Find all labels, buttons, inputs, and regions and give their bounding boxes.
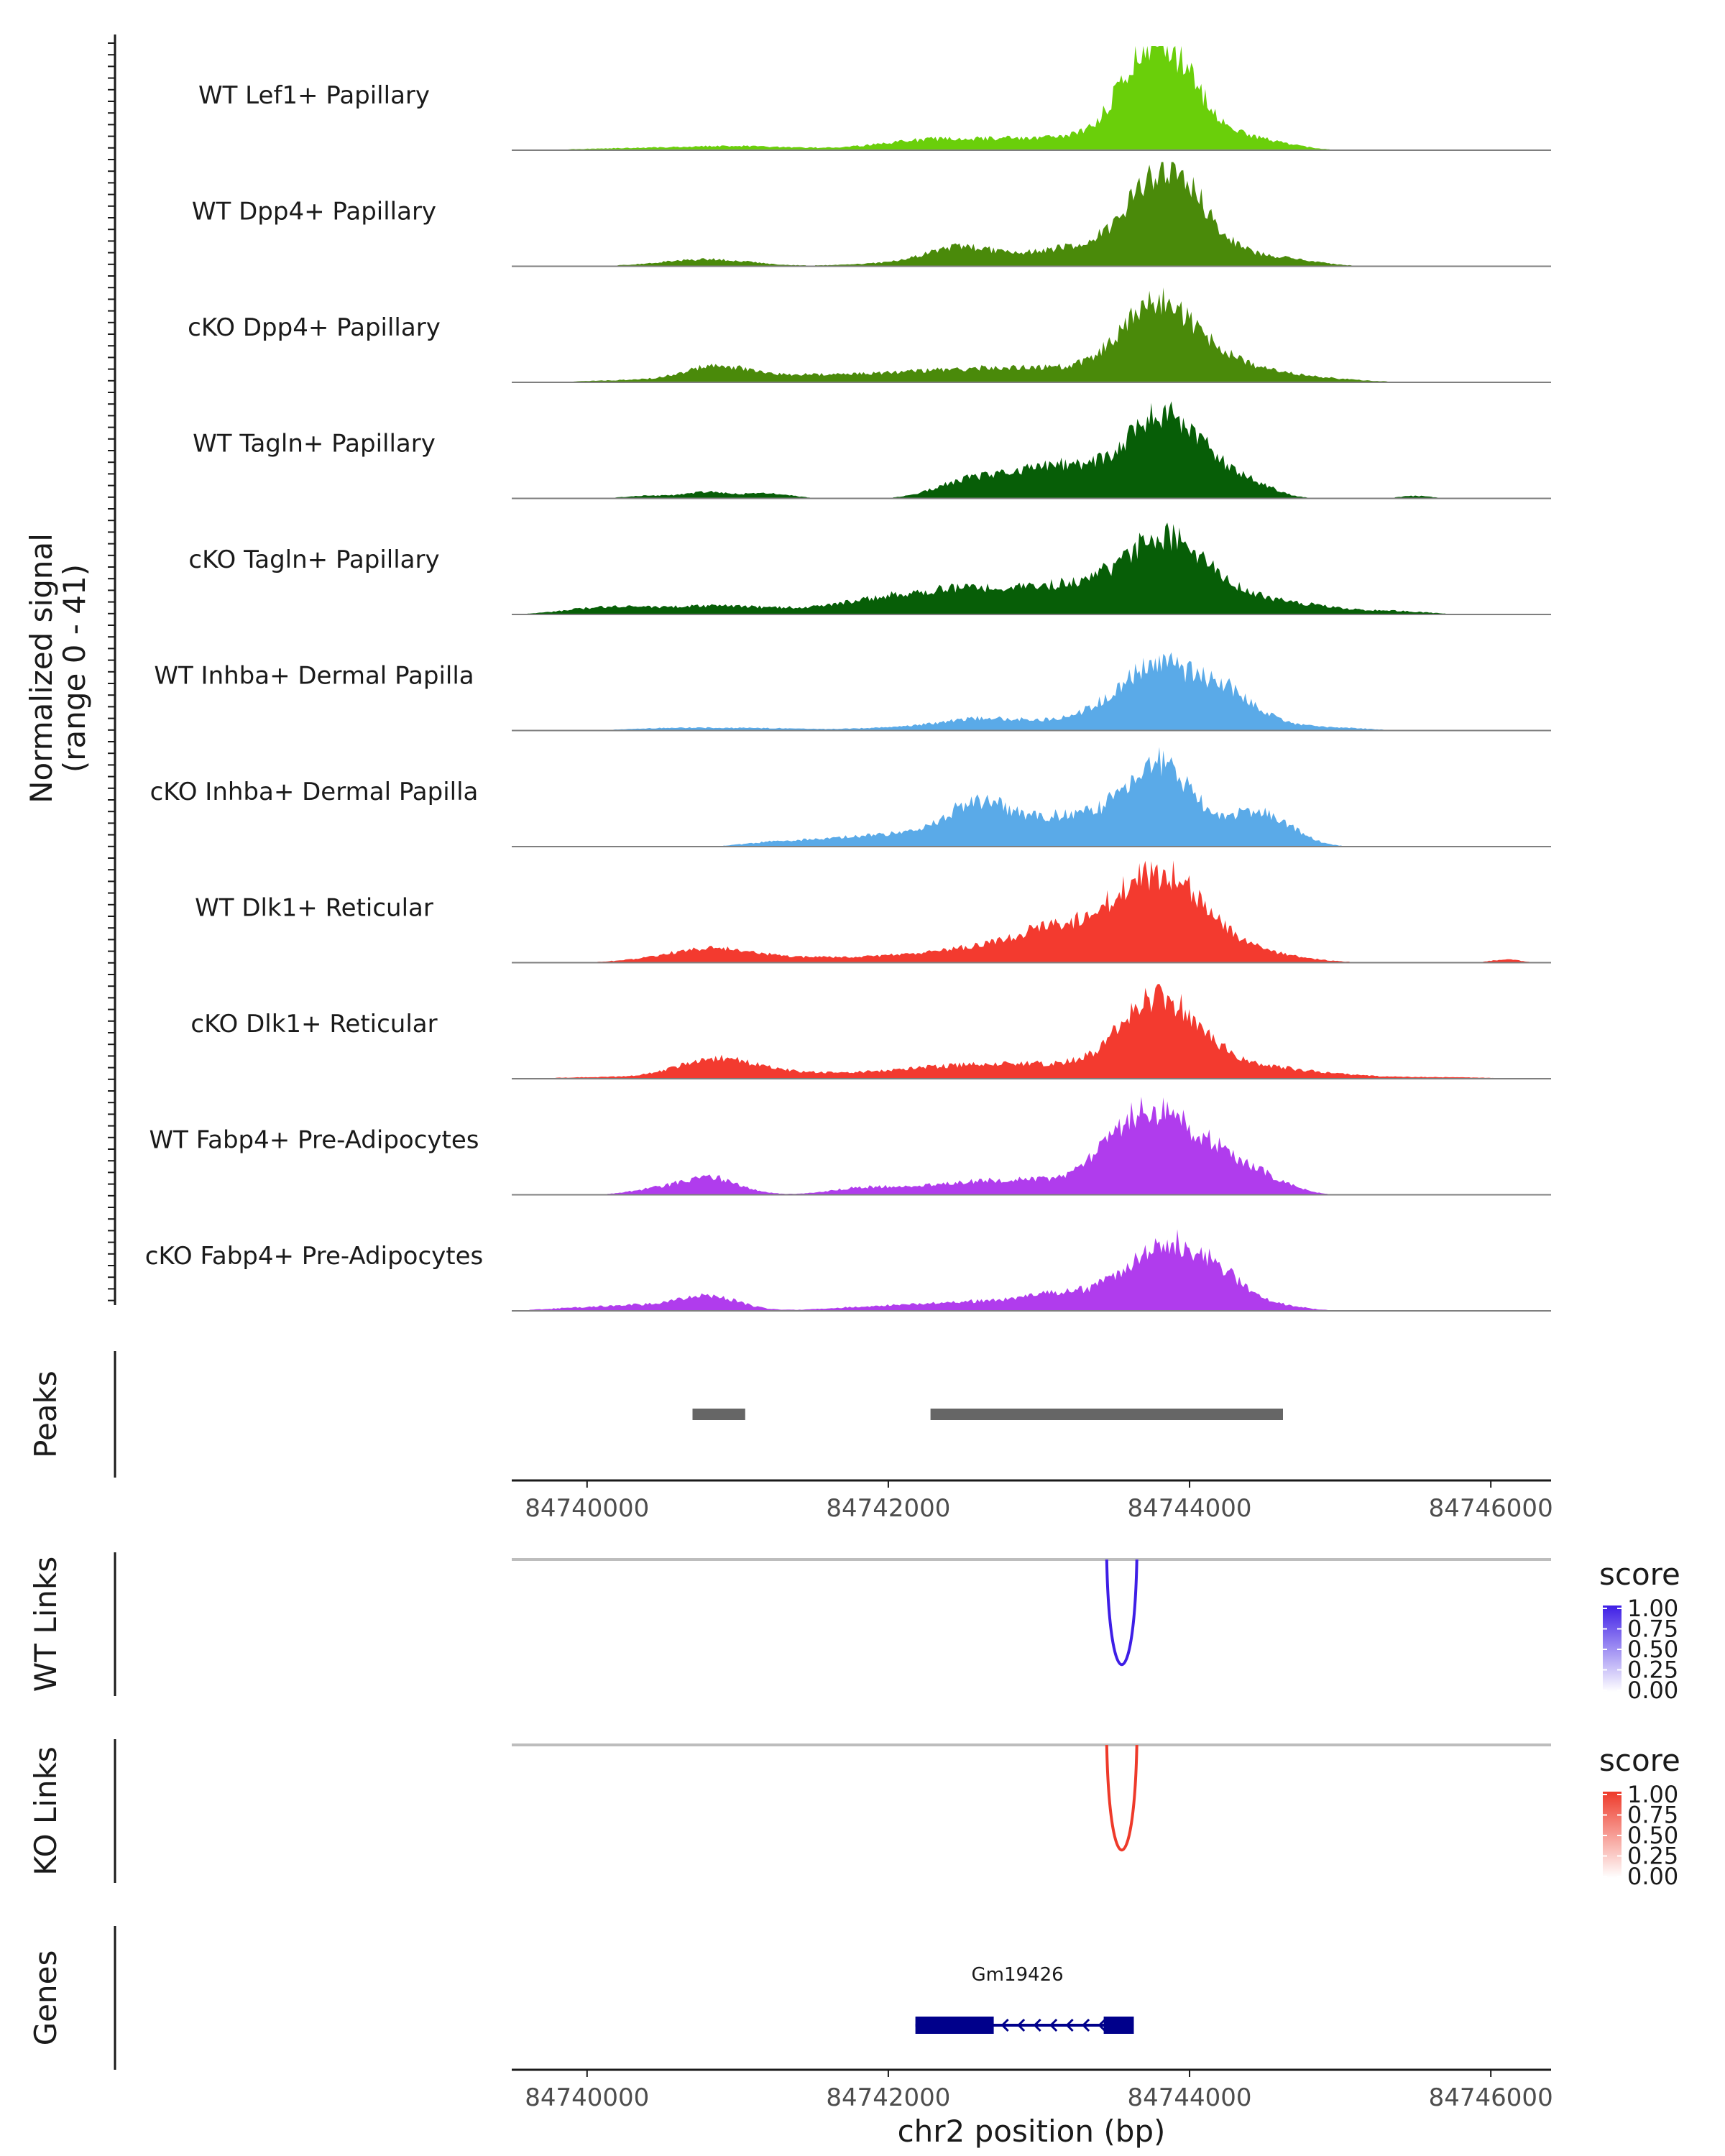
peaks-section: Peaks 84740000 84742000 84744000 84746000 bbox=[28, 1351, 1553, 1523]
coverage-track-9: cKO Dlk1+ Reticular bbox=[190, 983, 1551, 1079]
coverage-track-6: WT Inhba+ Dermal Papilla bbox=[154, 652, 1551, 732]
coverage-signal-area bbox=[512, 46, 1551, 150]
wt-legend-title: score bbox=[1599, 1557, 1680, 1592]
ko-links-section: KO Links score 1.000.750.500.250.00 bbox=[28, 1739, 1680, 1890]
gene-name-label: Gm19426 bbox=[971, 1964, 1063, 1986]
wt-legend-ticks: 1.000.750.500.250.00 bbox=[1603, 1595, 1678, 1704]
x-axis-title: chr2 position (bp) bbox=[898, 2114, 1166, 2149]
coverage-track-10: WT Fabp4+ Pre-Adipocytes bbox=[150, 1097, 1551, 1196]
x-tick-label: 84744000 bbox=[1128, 2083, 1252, 2112]
coverage-track-label: cKO Tagln+ Papillary bbox=[188, 545, 439, 574]
coverage-track-2: WT Dpp4+ Papillary bbox=[192, 162, 1551, 267]
wt-links-section: WT Links score 1.000.750.500.250.00 bbox=[28, 1552, 1680, 1704]
strand-arrow bbox=[1098, 2018, 1106, 2032]
genes-label: Genes bbox=[28, 1950, 63, 2046]
gene-exon bbox=[915, 2017, 994, 2034]
peak-region-1 bbox=[692, 1409, 745, 1420]
coverage-track-7: cKO Inhba+ Dermal Papilla bbox=[150, 747, 1551, 847]
gene-model: Gm19426 bbox=[915, 1964, 1134, 2034]
ko-legend-title: score bbox=[1599, 1743, 1680, 1778]
legend-tick-label: 1.00 bbox=[1627, 1595, 1678, 1622]
x-axis-bottom: 84740000 84742000 84744000 84746000 bbox=[525, 2070, 1553, 2112]
legend-tick-label: 0.75 bbox=[1627, 1802, 1678, 1829]
ko-legend-ticks: 1.000.750.500.250.00 bbox=[1603, 1781, 1678, 1890]
coverage-section: Normalized signal (range 0 - 41) WT Lef1… bbox=[24, 34, 1551, 1312]
strand-arrow bbox=[1016, 2018, 1026, 2032]
legend-tick-label: 1.00 bbox=[1627, 1781, 1678, 1808]
wt-link-arc bbox=[1105, 1559, 1138, 1666]
coverage-y-range: (range 0 - 41) bbox=[57, 564, 92, 773]
coverage-signal-area bbox=[512, 652, 1551, 731]
coverage-signal-area bbox=[512, 983, 1551, 1079]
coverage-y-ticks bbox=[108, 42, 115, 1302]
coverage-track-label: WT Tagln+ Papillary bbox=[193, 430, 436, 459]
ko-link-arc bbox=[1105, 1744, 1138, 1851]
wt-links-legend: score 1.000.750.500.250.00 bbox=[1599, 1557, 1680, 1704]
coverage-track-4: WT Tagln+ Papillary bbox=[193, 401, 1551, 499]
legend-tick-label: 0.00 bbox=[1627, 1863, 1678, 1890]
legend-tick-label: 0.25 bbox=[1627, 1657, 1678, 1684]
coverage-track-label: cKO Dpp4+ Papillary bbox=[188, 313, 441, 342]
x-tick-label: 84746000 bbox=[1429, 1494, 1553, 1523]
coverage-signal-area bbox=[512, 401, 1551, 499]
strand-arrow bbox=[1000, 2018, 1009, 2032]
genes-section: Genes Gm19426 84740000 84742000 84744000 84… bbox=[28, 1926, 1553, 2149]
legend-tick-label: 0.50 bbox=[1627, 1636, 1678, 1663]
coverage-track-label: WT Fabp4+ Pre-Adipocytes bbox=[150, 1126, 479, 1155]
coverage-track-5: cKO Tagln+ Papillary bbox=[188, 522, 1551, 615]
x-tick-label: 84746000 bbox=[1429, 2083, 1553, 2112]
strand-arrow bbox=[1049, 2018, 1058, 2032]
coverage-signal-area bbox=[512, 860, 1551, 963]
ko-links-legend: score 1.000.750.500.250.00 bbox=[1599, 1743, 1680, 1890]
coverage-track-11: cKO Fabp4+ Pre-Adipocytes bbox=[145, 1229, 1551, 1312]
peak-region-2 bbox=[930, 1409, 1283, 1420]
coverage-track-8: WT Dlk1+ Reticular bbox=[195, 860, 1551, 964]
coverage-track-label: cKO Dlk1+ Reticular bbox=[190, 1010, 437, 1038]
x-tick-label: 84740000 bbox=[525, 1494, 649, 1523]
x-tick-label: 84740000 bbox=[525, 2083, 649, 2112]
coverage-signal-area bbox=[512, 1097, 1551, 1195]
legend-tick-label: 0.00 bbox=[1627, 1677, 1678, 1704]
strand-arrow bbox=[1065, 2018, 1074, 2032]
legend-tick-label: 0.25 bbox=[1627, 1843, 1678, 1870]
ko-links-label: KO Links bbox=[28, 1746, 63, 1876]
coverage-signal-area bbox=[512, 522, 1551, 614]
coverage-signal-area bbox=[512, 1229, 1551, 1311]
gene-exon bbox=[1103, 2017, 1134, 2034]
coverage-tracks: WT Lef1+ Papillary WT Dpp4+ Papillary cKO … bbox=[145, 46, 1551, 1312]
strand-arrow bbox=[1081, 2018, 1090, 2032]
coverage-track-label: WT Inhba+ Dermal Papilla bbox=[154, 662, 474, 691]
x-tick-label: 84744000 bbox=[1128, 1494, 1252, 1523]
legend-tick-label: 0.50 bbox=[1627, 1822, 1678, 1849]
peaks-label: Peaks bbox=[28, 1370, 63, 1458]
x-tick-label: 84742000 bbox=[826, 2083, 950, 2112]
coverage-track-label: WT Lef1+ Papillary bbox=[198, 81, 430, 110]
coverage-track-label: cKO Fabp4+ Pre-Adipocytes bbox=[145, 1242, 484, 1271]
peak-regions bbox=[692, 1409, 1283, 1420]
coverage-track-1: WT Lef1+ Papillary bbox=[198, 46, 1551, 151]
wt-links-label: WT Links bbox=[28, 1557, 63, 1692]
coverage-signal-area bbox=[512, 747, 1551, 847]
coverage-track-label: WT Dpp4+ Papillary bbox=[192, 198, 436, 226]
x-axis-top: 84740000 84742000 84744000 84746000 bbox=[525, 1480, 1553, 1523]
x-tick-label: 84742000 bbox=[826, 1494, 950, 1523]
legend-tick-label: 0.75 bbox=[1627, 1616, 1678, 1643]
coverage-signal-area bbox=[512, 162, 1551, 267]
strand-arrow bbox=[1033, 2018, 1041, 2032]
coverage-track-label: cKO Inhba+ Dermal Papilla bbox=[150, 778, 479, 806]
coverage-signal-area bbox=[512, 287, 1551, 382]
coverage-y-title: Normalized signal bbox=[24, 533, 59, 803]
coverage-track-3: cKO Dpp4+ Papillary bbox=[188, 287, 1551, 383]
coverage-track-label: WT Dlk1+ Reticular bbox=[195, 894, 433, 923]
